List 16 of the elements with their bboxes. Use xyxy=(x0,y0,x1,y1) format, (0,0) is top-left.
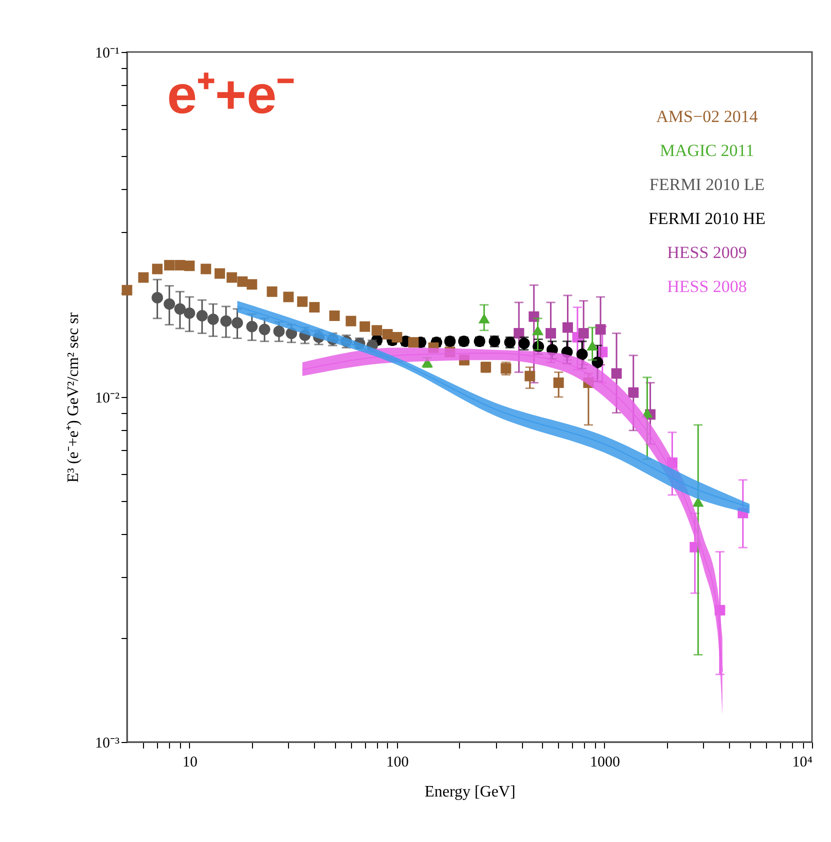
y-axis-title: E³ (e⁻+e⁺) GeV²/cm² sec sr xyxy=(65,312,82,483)
x-axis-title: Energy [GeV] xyxy=(424,784,516,800)
x-tick-label: 1000 xyxy=(590,754,620,770)
x-tick-label: 100 xyxy=(386,754,409,770)
y-tick-label: 10⁻³ xyxy=(95,736,120,752)
text: MAGIC 2011 xyxy=(660,141,754,160)
annotation: e⁺+e⁻ xyxy=(167,65,295,125)
text: HESS 2008 xyxy=(667,277,747,296)
text: HESS 2009 xyxy=(667,243,747,262)
x-tick-label: 10⁴ xyxy=(792,754,812,770)
y-tick-label: 10⁻¹ xyxy=(95,46,120,62)
text: FERMI 2010 HE xyxy=(648,209,766,228)
text: AMS−02 2014 xyxy=(656,107,758,126)
text: FERMI 2010 LE xyxy=(649,175,765,194)
y-tick-label: 10⁻² xyxy=(95,390,120,406)
x-tick-label: 10 xyxy=(182,754,198,770)
